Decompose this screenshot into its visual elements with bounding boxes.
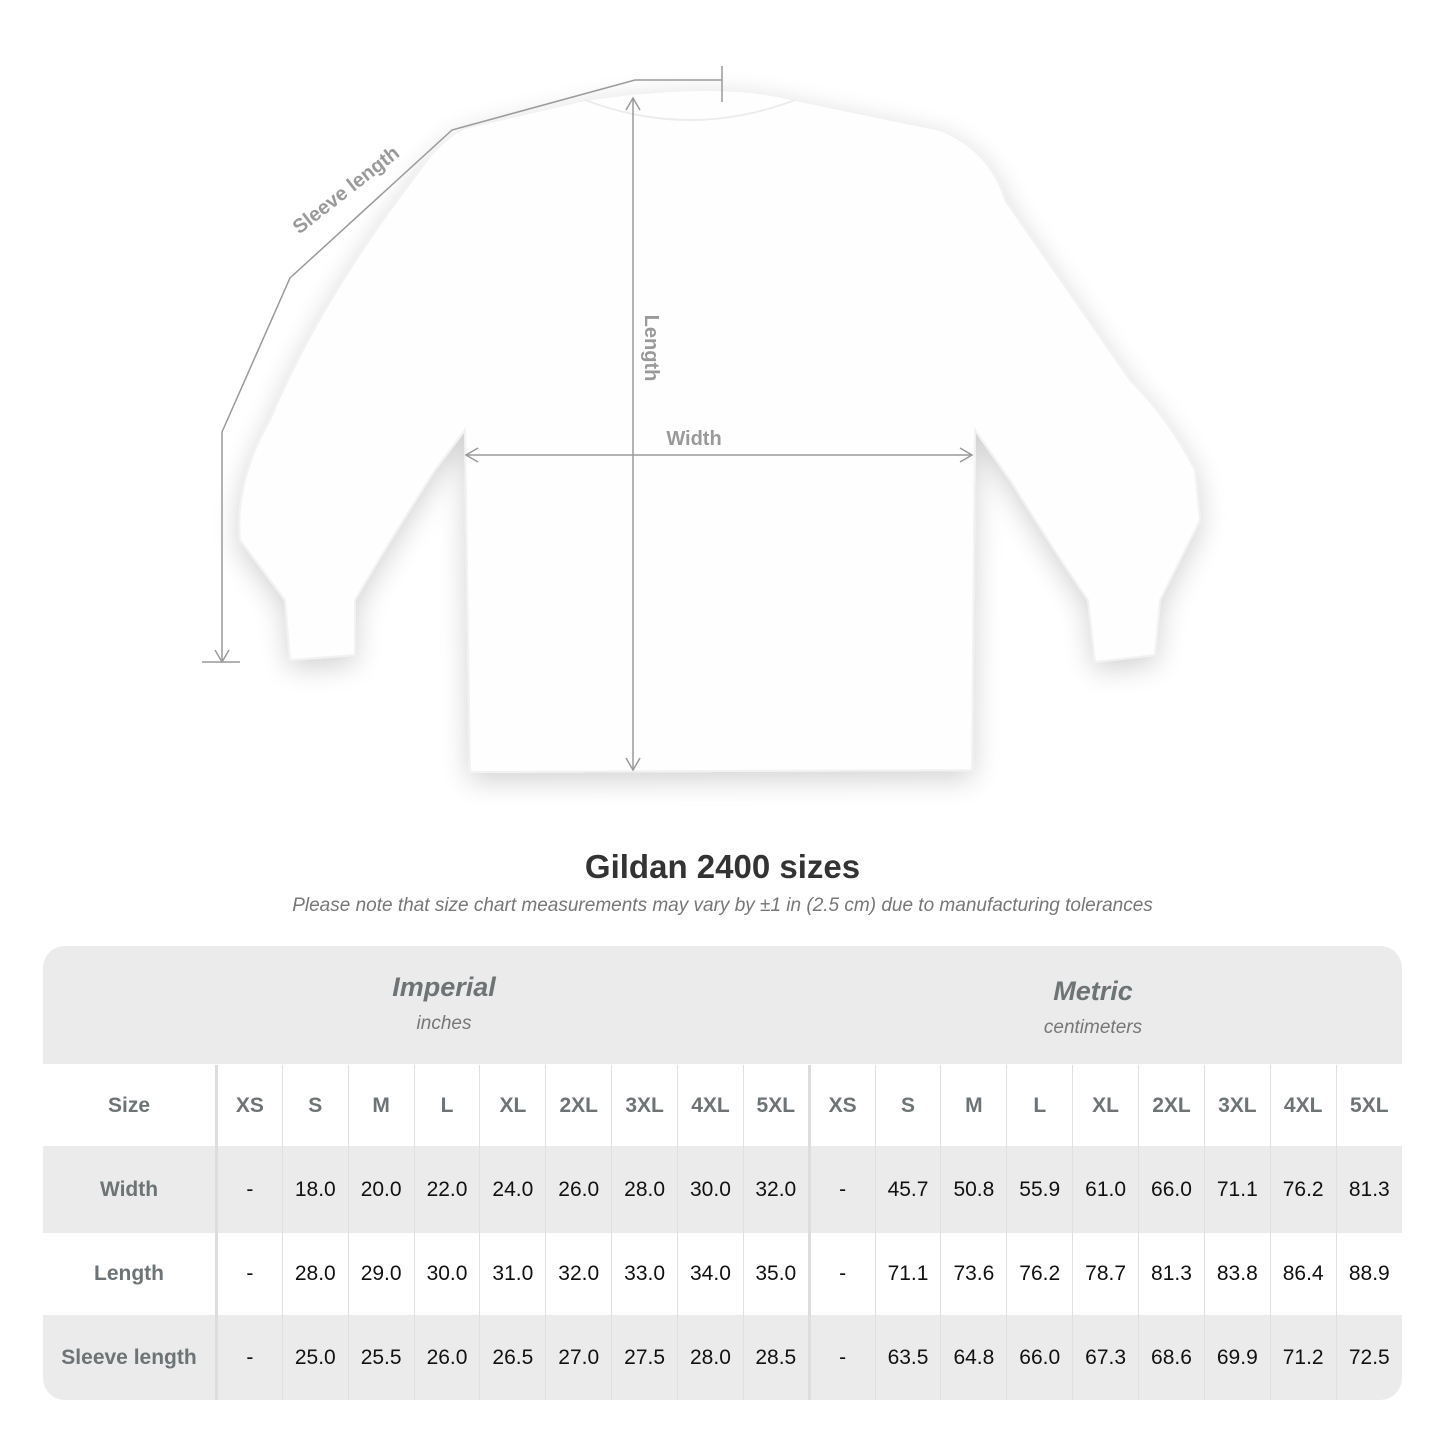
size-table: Size XS S M L XL 2XL 3XL 4XL 5XL XS S M L XL 2XL 3XL 4XL 5… <box>43 1065 1402 1400</box>
metric-unit: centimeters <box>1043 1017 1143 1038</box>
imperial-size-xs: XS <box>216 1065 283 1146</box>
tolerance-note: Please note that size chart measurements… <box>292 895 1153 916</box>
measure-lines <box>202 66 974 772</box>
imperial-value-cell: 25.5 <box>347 1315 415 1400</box>
metric-value-cell: 76.2 <box>1006 1233 1073 1315</box>
imperial-value-cell: 27.0 <box>545 1315 612 1400</box>
imperial-value-cell: 20.0 <box>347 1146 415 1233</box>
metric-value-cell: 55.9 <box>1006 1146 1073 1233</box>
metric-value-cell: 68.6 <box>1138 1315 1205 1400</box>
metric-header: Metric centimeters <box>843 976 1343 1039</box>
metric-size-m: M <box>940 1065 1007 1146</box>
metric-value-cell: 63.5 <box>874 1315 941 1400</box>
metric-value-cell: 88.9 <box>1335 1233 1402 1315</box>
metric-size-s: S <box>874 1065 941 1146</box>
metric-size-5xl: 5XL <box>1335 1065 1402 1146</box>
metric-title: Metric <box>1053 976 1133 1006</box>
imperial-value-cell: 25.0 <box>281 1315 349 1400</box>
imperial-value-cell: 28.0 <box>611 1146 678 1233</box>
metric-value-cell: 69.9 <box>1203 1315 1271 1400</box>
imperial-value-cell: 28.0 <box>677 1315 744 1400</box>
metric-value-cell: 64.8 <box>940 1315 1007 1400</box>
imperial-value-cell: - <box>216 1315 283 1400</box>
imperial-title: Imperial <box>392 972 496 1002</box>
metric-value-cell: 73.6 <box>940 1233 1007 1315</box>
metric-value-cell: 83.8 <box>1203 1233 1271 1315</box>
metric-value-cell: 76.2 <box>1269 1146 1337 1233</box>
size-chart-table: Imperial inches Metric centimeters Size X… <box>43 946 1402 1400</box>
row-label: Width <box>43 1146 218 1233</box>
metric-value-cell: 71.1 <box>1203 1146 1271 1233</box>
width-label: Width <box>666 428 721 450</box>
imperial-size-s: S <box>281 1065 349 1146</box>
imperial-size-2xl: 2XL <box>545 1065 612 1146</box>
size-header: Size <box>43 1065 218 1146</box>
imperial-value-cell: 30.0 <box>413 1233 480 1315</box>
imperial-value-cell: 29.0 <box>347 1233 415 1315</box>
metric-value-cell: 71.2 <box>1269 1315 1337 1400</box>
metric-value-cell: 81.3 <box>1335 1146 1402 1233</box>
imperial-value-cell: 26.0 <box>545 1146 612 1233</box>
metric-value-cell: 66.0 <box>1138 1146 1205 1233</box>
metric-value-cell: - <box>807 1233 876 1315</box>
imperial-header: Imperial inches <box>194 972 694 1035</box>
imperial-value-cell: 35.0 <box>742 1233 810 1315</box>
imperial-value-cell: 33.0 <box>611 1233 678 1315</box>
imperial-value-cell: 26.0 <box>413 1315 480 1400</box>
length-label: Length <box>640 315 662 382</box>
imperial-value-cell: 32.0 <box>545 1233 612 1315</box>
metric-value-cell: 72.5 <box>1335 1315 1402 1400</box>
metric-size-3xl: 3XL <box>1203 1065 1271 1146</box>
table-header-row: Size XS S M L XL 2XL 3XL 4XL 5XL XS S M L XL 2XL 3XL 4XL 5… <box>43 1065 1402 1146</box>
imperial-size-5xl: 5XL <box>742 1065 810 1146</box>
table-header-band <box>43 946 1402 1064</box>
metric-value-cell: 45.7 <box>874 1146 941 1233</box>
metric-value-cell: 50.8 <box>940 1146 1007 1233</box>
table-row: Length -28.0 29.0 30.0 31.0 32.0 33.0 34.0 35.0-… <box>43 1233 1402 1315</box>
imperial-size-3xl: 3XL <box>611 1065 678 1146</box>
imperial-value-cell: 30.0 <box>677 1146 744 1233</box>
imperial-value-cell: 18.0 <box>281 1146 349 1233</box>
row-label: Length <box>43 1233 218 1315</box>
page-title: Gildan 2400 sizes <box>584 848 861 885</box>
metric-size-xs: XS <box>807 1065 876 1146</box>
metric-value-cell: - <box>807 1315 876 1400</box>
sleeve-length-line <box>221 79 722 660</box>
row-label: Sleeve length <box>43 1315 218 1400</box>
metric-value-cell: - <box>807 1146 876 1233</box>
table-row: Width -18.0 20.0 22.0 24.0 26.0 28.0 30.0 32.0-4… <box>43 1146 1402 1233</box>
metric-size-2xl: 2XL <box>1138 1065 1205 1146</box>
imperial-size-4xl: 4XL <box>677 1065 744 1146</box>
imperial-value-cell: 27.5 <box>611 1315 678 1400</box>
imperial-size-l: L <box>413 1065 480 1146</box>
imperial-value-cell: 34.0 <box>677 1233 744 1315</box>
metric-size-xl: XL <box>1072 1065 1139 1146</box>
imperial-value-cell: 22.0 <box>413 1146 480 1233</box>
metric-value-cell: 81.3 <box>1138 1233 1205 1315</box>
imperial-size-m: M <box>347 1065 415 1146</box>
metric-value-cell: 86.4 <box>1269 1233 1337 1315</box>
imperial-value-cell: 26.5 <box>479 1315 546 1400</box>
imperial-value-cell: - <box>216 1146 283 1233</box>
imperial-value-cell: 28.0 <box>281 1233 349 1315</box>
table-row: Sleeve length -25.0 25.5 26.0 26.5 27.0 27.5 28… <box>43 1315 1402 1400</box>
metric-value-cell: 71.1 <box>874 1233 941 1315</box>
imperial-size-xl: XL <box>479 1065 546 1146</box>
shirt-diagram: Sleeve length Length Width <box>202 66 1202 774</box>
long-sleeve-shirt <box>238 89 1202 774</box>
imperial-value-cell: 24.0 <box>479 1146 546 1233</box>
metric-value-cell: 66.0 <box>1006 1315 1073 1400</box>
metric-size-l: L <box>1006 1065 1073 1146</box>
imperial-value-cell: 31.0 <box>479 1233 546 1315</box>
metric-value-cell: 78.7 <box>1072 1233 1139 1315</box>
metric-value-cell: 61.0 <box>1072 1146 1139 1233</box>
metric-value-cell: 67.3 <box>1072 1315 1139 1400</box>
imperial-unit: inches <box>416 1013 472 1034</box>
imperial-value-cell: - <box>216 1233 283 1315</box>
imperial-value-cell: 28.5 <box>742 1315 810 1400</box>
metric-size-4xl: 4XL <box>1269 1065 1337 1146</box>
imperial-value-cell: 32.0 <box>742 1146 810 1233</box>
